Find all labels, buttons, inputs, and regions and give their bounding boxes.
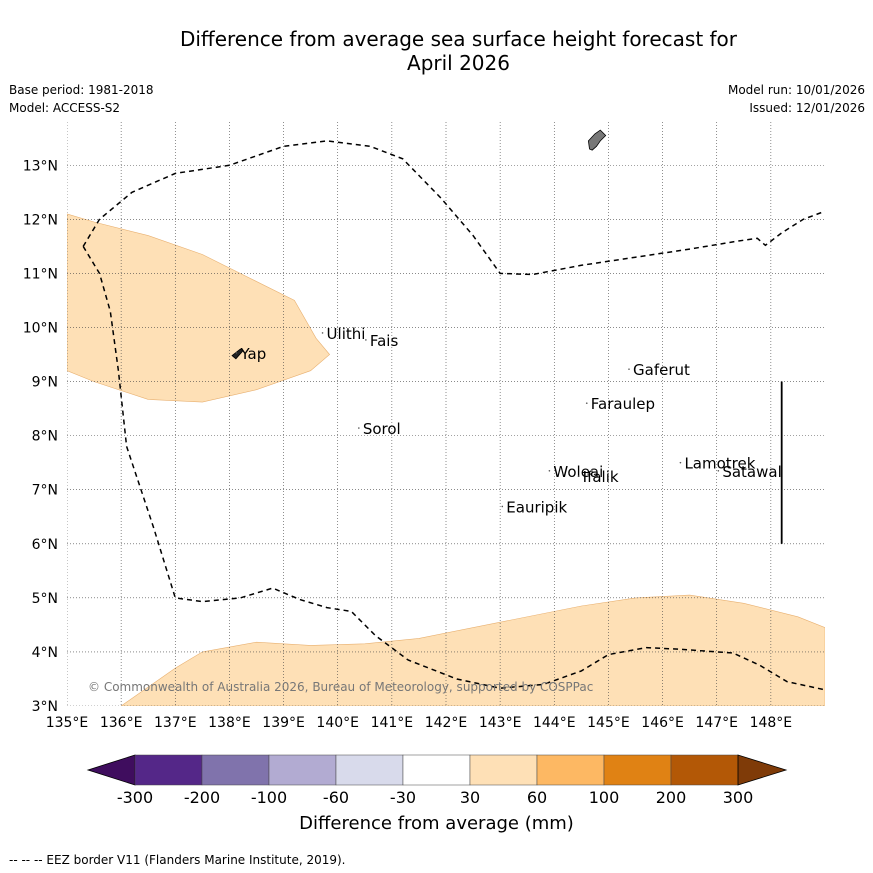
lon-tick-label: 139°E — [262, 715, 305, 731]
issued-date: Issued: 12/01/2026 — [749, 101, 865, 115]
place-label-woleai: Woleai — [553, 463, 603, 481]
colorbar-segment — [201, 754, 270, 786]
place-dot — [358, 427, 360, 429]
model-name: Model: ACCESS-S2 — [9, 101, 121, 115]
chart-title: Difference from average sea surface heig… — [0, 27, 873, 75]
colorbar-segment — [268, 754, 337, 786]
colorbar-tick-label: -60 — [322, 788, 350, 807]
lat-tick-label: 7°N — [32, 483, 58, 499]
colorbar-tick-label: 200 — [655, 788, 687, 807]
place-dot — [365, 339, 367, 341]
colorbar-tick-label: 30 — [459, 788, 481, 807]
colorbar-segment — [402, 754, 471, 786]
yap-island — [231, 348, 244, 360]
lat-tick-label: 5°N — [32, 591, 58, 607]
anomaly-region-1 — [67, 213, 331, 403]
model-run: Model run: 10/01/2026 — [727, 83, 865, 97]
lon-tick-label: 144°E — [533, 715, 576, 731]
place-label-sorol: Sorol — [363, 420, 401, 438]
colorbar-segment — [536, 754, 605, 786]
meta-right: Model run: 10/01/2026 Issued: 12/01/2026 — [728, 81, 865, 117]
colorbar-tick-label: -200 — [183, 788, 221, 807]
place-dot — [321, 332, 324, 334]
colorbar-segment — [469, 754, 538, 786]
guam-island — [587, 129, 607, 151]
place-dot — [235, 352, 238, 354]
copyright-notice: © Commonwealth of Australia 2026, Bureau… — [88, 680, 593, 694]
lat-tick-label: 10°N — [23, 320, 58, 336]
place-dot — [585, 402, 588, 404]
place-dot — [628, 368, 630, 370]
place-dot — [679, 461, 682, 464]
colorbar-tick-label: -300 — [116, 788, 154, 807]
colorbar-segment — [670, 754, 739, 786]
lat-tick-label: 4°N — [32, 645, 58, 661]
plot-area: Ulithi Fais Yap Gaferut Faraulep Sorol WoleaiI… — [67, 122, 825, 706]
colorbar-segment — [603, 754, 672, 786]
place-label-lamotrek: Lamotrek — [684, 455, 755, 473]
place-label-ulithi: Ulithi — [327, 325, 366, 343]
lon-tick-label: 141°E — [371, 715, 414, 731]
place-label-gaferut: Gaferut — [633, 361, 690, 379]
place-dot — [577, 475, 580, 477]
lat-tick-label: 11°N — [23, 266, 58, 282]
lon-tick-label: 143°E — [479, 715, 522, 731]
lon-tick-label: 135°E — [46, 715, 89, 731]
place-label-faraulep: Faraulep — [591, 395, 655, 413]
place-label-ifalik: Ifalik — [583, 468, 619, 486]
lon-tick-label: 147°E — [695, 715, 738, 731]
lon-tick-label: 142°E — [425, 715, 468, 731]
base-period: Base period: 1981-2018 — [9, 83, 154, 97]
lat-tick-label: 12°N — [23, 212, 58, 228]
lon-tick-label: 138°E — [208, 715, 251, 731]
eez-legend-note: -- -- -- EEZ border V11 (Flanders Marine… — [9, 853, 346, 867]
lon-tick-label: 148°E — [750, 715, 793, 731]
colorbar-extend-low — [86, 754, 136, 786]
lon-tick-label: 140°E — [316, 715, 359, 731]
lon-tick-label: 137°E — [154, 715, 197, 731]
title-line2: April 2026 — [407, 51, 510, 75]
colorbar-tick-label: 100 — [588, 788, 620, 807]
colorbar-tick-label: -100 — [250, 788, 288, 807]
place-label-fais: Fais — [370, 332, 399, 350]
meta-left: Base period: 1981-2018 Model: ACCESS-S2 — [9, 81, 154, 117]
place-label-eauripik: Eauripik — [506, 498, 567, 516]
lon-tick-label: 136°E — [100, 715, 143, 731]
lat-tick-label: 9°N — [32, 375, 58, 391]
colorbar-segment — [335, 754, 404, 786]
colorbar-tick-label: 300 — [722, 788, 754, 807]
lat-tick-label: 6°N — [32, 537, 58, 553]
lat-tick-label: 3°N — [32, 699, 58, 715]
colorbar-tick-label: 60 — [526, 788, 548, 807]
colorbar-extend-high — [737, 754, 788, 786]
lat-tick-label: 8°N — [32, 429, 58, 445]
place-dot — [717, 469, 720, 472]
colorbar-tick-label: -30 — [389, 788, 417, 807]
lon-tick-label: 146°E — [641, 715, 684, 731]
eez-border-2 — [82, 246, 825, 691]
place-label-satawal: Satawal — [722, 463, 781, 481]
place-label-yap: Yap — [239, 345, 266, 363]
colorbar-segment — [134, 754, 203, 786]
colorbar-title: Difference from average (mm) — [299, 813, 574, 834]
eez-border-1 — [82, 140, 825, 276]
lon-tick-label: 145°E — [587, 715, 630, 731]
lat-tick-label: 13°N — [23, 158, 58, 174]
place-dot — [501, 505, 504, 508]
title-line1: Difference from average sea surface heig… — [179, 27, 738, 51]
place-dot — [548, 469, 551, 472]
